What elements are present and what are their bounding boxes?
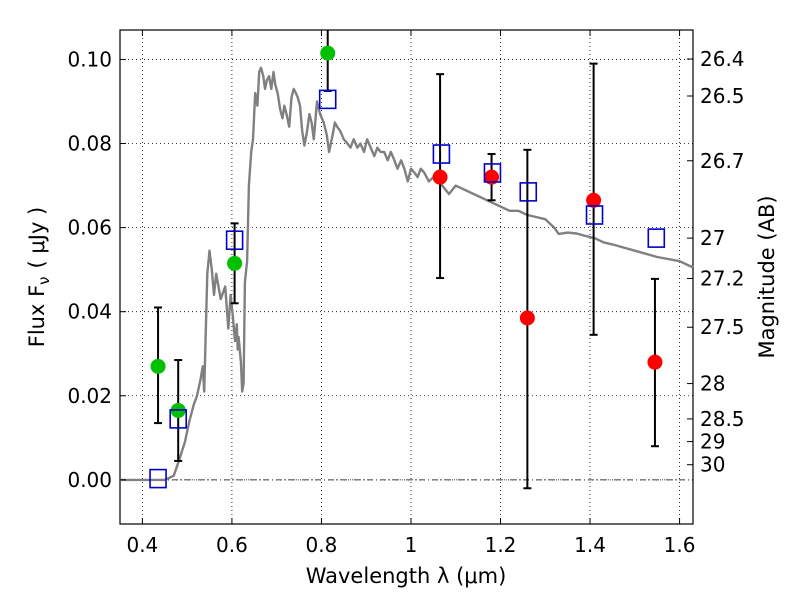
y-axis-label-main: Flux F [25, 285, 49, 347]
x-tick-label: 1.4 [574, 533, 606, 557]
y-axis-label: Flux Fν ( μJy ) [25, 207, 53, 348]
model-photometry-square [585, 205, 604, 225]
model-photometry-square [225, 230, 244, 251]
magnitude-tick-label: 28 [700, 372, 725, 396]
model-photometry-square [483, 163, 502, 183]
y-tick-label: 0.02 [67, 384, 112, 408]
model-photometry-square [169, 409, 187, 429]
model-photometry-square [432, 144, 451, 164]
y-axis-label-subscript: ν [35, 276, 53, 284]
magnitude-tick-label: 27.5 [700, 315, 745, 339]
plot-frame [119, 29, 694, 525]
y-tick-label: 0.06 [67, 216, 112, 240]
marker-layer [149, 45, 666, 489]
model-photometry-square [149, 468, 167, 489]
y-axis-label-unit: ( μJy ) [25, 207, 49, 269]
grid [120, 30, 693, 524]
magnitude-tick-label: 27.2 [700, 266, 745, 290]
red-data-point [519, 310, 535, 326]
x-tick-layer: 0.4 0.6 0.8 1 1.2 1.4 1.6 [126, 30, 695, 557]
magnitude-tick-label: 27 [700, 226, 725, 250]
magnitude-tick-label: 26.7 [700, 149, 745, 173]
green-data-point [227, 255, 243, 271]
green-data-point [320, 45, 336, 61]
red-data-point [586, 192, 602, 208]
x-axis-label: Wavelength λ (μm) [306, 564, 507, 588]
x-tick-label: 0.4 [126, 533, 158, 557]
magnitude-tick-label: 29 [700, 430, 725, 454]
x-tick-label: 0.6 [216, 533, 248, 557]
red-data-point [432, 169, 448, 185]
green-data-point [150, 358, 166, 374]
y-tick-label: 0.08 [67, 132, 112, 156]
magnitude-tick-label: 30 [700, 453, 725, 477]
red-data-point [484, 169, 500, 185]
x-tick-label: 1 [405, 533, 418, 557]
magnitude-tick-label: 26.4 [700, 47, 745, 71]
model-sed-layer [120, 66, 694, 482]
model-photometry-square [647, 228, 666, 248]
model-photometry-square [318, 89, 337, 110]
y-tick-label: 0.10 [67, 47, 112, 71]
y-tick-label: 0.00 [67, 468, 112, 492]
magnitude-tick-label: 28.5 [700, 407, 745, 431]
right-axis-label: Magnitude (AB) [755, 195, 779, 358]
model-photometry-square [519, 182, 538, 202]
x-tick-label: 0.8 [306, 533, 338, 557]
model-sed-line [120, 66, 694, 482]
red-data-point [647, 354, 663, 370]
x-tick-label: 1.2 [485, 533, 517, 557]
y-tick-label: 0.04 [67, 300, 112, 324]
magnitude-tick-label: 26.5 [700, 84, 745, 108]
y-tick-layer: 0.00 0.02 0.04 0.06 0.08 0.10 [67, 47, 126, 492]
x-tick-label: 1.6 [664, 533, 696, 557]
